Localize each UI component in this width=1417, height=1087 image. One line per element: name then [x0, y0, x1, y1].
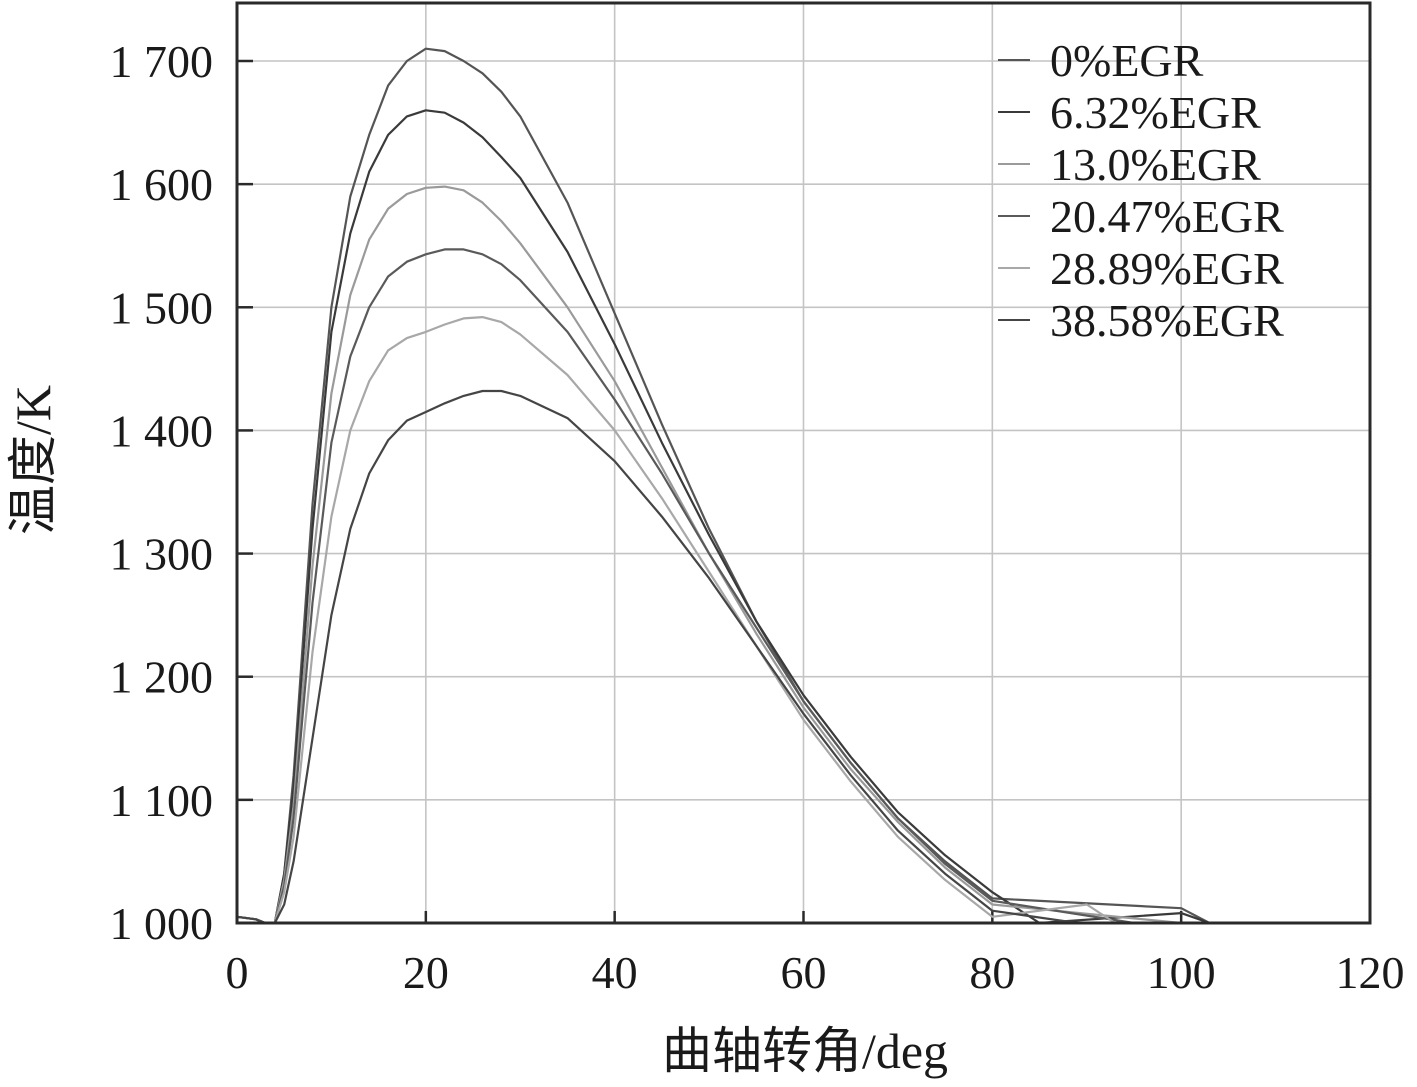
grid: [235, 3, 1372, 923]
series-line: [235, 248, 1164, 925]
series-line: [235, 316, 1117, 925]
x-tick-label: 20: [403, 947, 449, 998]
series-layer: [235, 47, 1211, 925]
legend: 0%EGR6.32%EGR13.0%EGR20.47%EGR28.89%EGR3…: [998, 35, 1284, 346]
legend-label: 13.0%EGR: [1050, 139, 1261, 190]
y-axis-title: 温度/K: [5, 385, 61, 535]
x-axis-title: 曲轴转角/deg: [662, 1023, 948, 1079]
legend-label: 0%EGR: [1050, 35, 1204, 86]
y-tick-label: 1 600: [110, 159, 214, 210]
legend-label: 6.32%EGR: [1050, 87, 1261, 138]
y-tick-label: 1 400: [110, 405, 214, 456]
plot-frame: [235, 1, 1372, 925]
y-tick-label: 1 700: [110, 36, 214, 87]
legend-label: 28.89%EGR: [1050, 243, 1284, 294]
x-tick-label: 60: [781, 947, 827, 998]
x-tick-label: 0: [226, 947, 249, 998]
x-tick-label: 80: [969, 947, 1015, 998]
y-tick-label: 1 200: [110, 652, 214, 703]
x-tick-label: 120: [1336, 947, 1405, 998]
x-tick-labels: 0 20 40 60 80 100 120: [226, 947, 1405, 998]
y-tick-label: 1 300: [110, 529, 214, 580]
legend-label: 20.47%EGR: [1050, 191, 1284, 242]
series-line: [235, 109, 1211, 925]
x-tick-label: 40: [592, 947, 638, 998]
series-line: [235, 389, 1079, 925]
y-tick-labels: 1 000 1 100 1 200 1 300 1 400 1 500 1 600 1 700: [110, 36, 214, 949]
y-tick-label: 1 100: [110, 775, 214, 826]
y-tick-label: 1 000: [110, 898, 214, 949]
x-tick-label: 100: [1147, 947, 1216, 998]
legend-label: 38.58%EGR: [1050, 295, 1284, 346]
y-tick-label: 1 500: [110, 282, 214, 333]
series-line: [235, 185, 1183, 925]
